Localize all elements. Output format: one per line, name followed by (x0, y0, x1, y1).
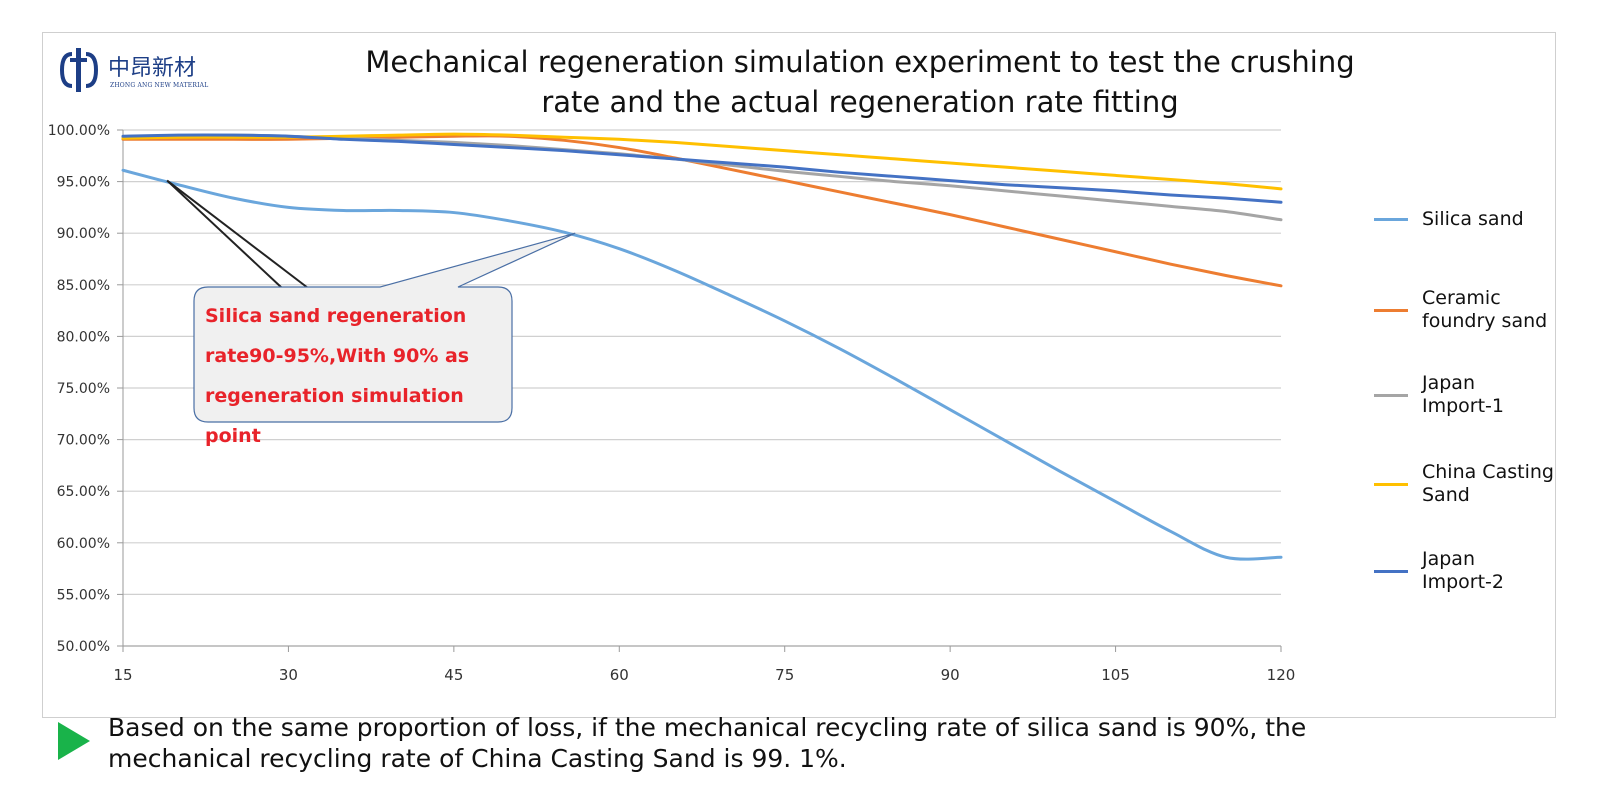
y-tick-label: 80.00% (57, 329, 110, 345)
y-tick-label: 65.00% (57, 484, 110, 500)
y-tick-label: 50.00% (57, 639, 110, 655)
annotation-line-3: regeneration simulation point (205, 385, 464, 447)
legend-swatch (1374, 218, 1408, 221)
legend-label-line: Import-1 (1422, 395, 1505, 417)
series-line-japan-import-2 (121, 133, 1283, 204)
x-tick-label: 90 (941, 666, 960, 684)
legend-label-line: Silica sand (1422, 208, 1524, 230)
y-tick-label: 55.00% (57, 587, 110, 603)
annotation-line-2: rate90-95%,With 90% as (205, 345, 470, 367)
legend-label: Japan Import-1 (1422, 372, 1572, 418)
chart-title: Mechanical regeneration simulation exper… (320, 42, 1400, 122)
legend-label-line: foundry sand (1422, 310, 1548, 332)
x-tick-label: 45 (444, 666, 463, 684)
legend-swatch (1374, 483, 1408, 486)
y-tick-label: 90.00% (57, 226, 110, 242)
legend-label-line: Ceramic (1422, 287, 1501, 309)
chart-title-line-2: rate and the actual regeneration rate fi… (541, 85, 1179, 119)
logo-text-cn: 中昂新材 (108, 56, 197, 81)
company-logo: 中昂新材 ZHONG ANG NEW MATERIAL (58, 44, 228, 94)
legend-label: Silica sand (1422, 208, 1572, 231)
legend-swatch (1374, 394, 1408, 397)
footnote: Based on the same proportion of loss, if… (108, 712, 1528, 774)
annotation-line-1: Silica sand regeneration (205, 305, 467, 327)
annotation-callout-box (193, 232, 576, 423)
x-tick-label: 15 (113, 666, 132, 684)
legend-label-line: Japan (1422, 372, 1475, 394)
legend-label-line: China Casting (1422, 461, 1554, 483)
logo-mark-icon (59, 48, 99, 92)
footnote-line-2: mechanical recycling rate of China Casti… (108, 744, 847, 773)
x-tick-label: 105 (1101, 666, 1130, 684)
logo-text-en: ZHONG ANG NEW MATERIAL (110, 82, 209, 89)
x-tick-label: 30 (279, 666, 298, 684)
x-tick-label: 120 (1267, 666, 1296, 684)
annotation-text: Silica sand regeneration rate90-95%,With… (205, 296, 515, 456)
play-bullet-icon (58, 722, 90, 760)
y-tick-label: 95.00% (57, 175, 110, 191)
legend-label-line: Import-2 (1422, 571, 1505, 593)
legend-label: Japan Import-2 (1422, 548, 1572, 594)
x-tick-label: 75 (775, 666, 794, 684)
chart-title-line-1: Mechanical regeneration simulation exper… (365, 45, 1355, 79)
chart-frame (42, 32, 1556, 718)
annotation-leader-line (166, 179, 309, 289)
legend-label-line: Sand (1422, 484, 1470, 506)
legend-swatch (1374, 570, 1408, 573)
series-line-ceramic-foundry-sand (121, 134, 1283, 288)
y-tick-label: 100.00% (48, 123, 110, 139)
x-tick-label: 60 (610, 666, 629, 684)
y-tick-label: 70.00% (57, 433, 110, 449)
legend-label: China Casting Sand (1422, 461, 1572, 507)
annotation-leader-line (166, 179, 283, 289)
y-tick-label: 85.00% (57, 278, 110, 294)
y-tick-label: 75.00% (57, 381, 110, 397)
footnote-line-1: Based on the same proportion of loss, if… (108, 713, 1307, 742)
legend-swatch (1374, 309, 1408, 312)
legend-label: Ceramic foundry sand (1422, 287, 1572, 333)
legend-label-line: Japan (1422, 548, 1475, 570)
series-line-silica-sand (121, 168, 1283, 561)
y-tick-label: 60.00% (57, 536, 110, 552)
